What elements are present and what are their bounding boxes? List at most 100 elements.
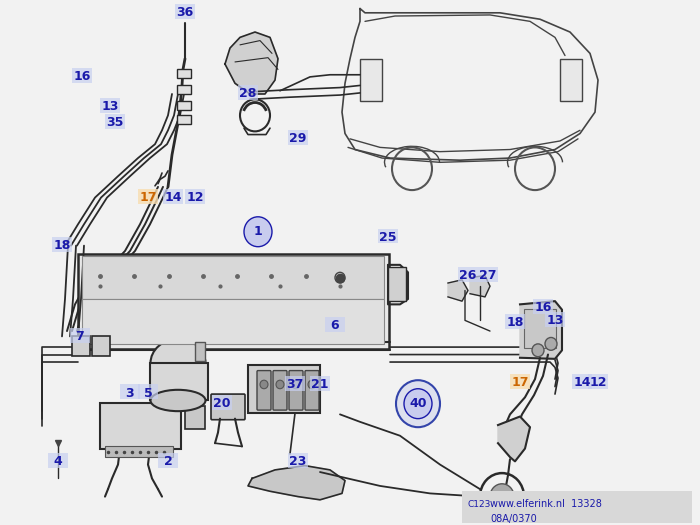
Text: 5: 5	[144, 386, 153, 400]
Circle shape	[292, 380, 300, 388]
FancyBboxPatch shape	[175, 4, 195, 19]
FancyBboxPatch shape	[185, 406, 205, 429]
Text: 29: 29	[289, 132, 307, 145]
Ellipse shape	[150, 390, 206, 411]
Text: 14: 14	[164, 191, 182, 204]
FancyBboxPatch shape	[510, 374, 530, 388]
FancyBboxPatch shape	[92, 337, 110, 355]
FancyBboxPatch shape	[82, 256, 384, 299]
FancyBboxPatch shape	[288, 453, 308, 468]
Text: 14: 14	[573, 376, 591, 389]
FancyBboxPatch shape	[310, 376, 330, 391]
FancyBboxPatch shape	[288, 130, 308, 145]
FancyBboxPatch shape	[360, 59, 382, 101]
Text: 25: 25	[379, 230, 397, 244]
Circle shape	[396, 380, 440, 427]
Text: www.elferink.nl  13328: www.elferink.nl 13328	[490, 499, 602, 509]
Text: 13: 13	[102, 100, 119, 113]
Text: 20: 20	[214, 397, 231, 410]
FancyBboxPatch shape	[138, 384, 158, 400]
Text: C123: C123	[468, 500, 491, 509]
FancyBboxPatch shape	[572, 374, 592, 388]
FancyBboxPatch shape	[325, 317, 345, 332]
Circle shape	[244, 217, 272, 247]
Polygon shape	[225, 32, 278, 94]
FancyBboxPatch shape	[105, 114, 125, 129]
Circle shape	[490, 484, 514, 509]
Circle shape	[404, 388, 432, 418]
FancyBboxPatch shape	[150, 363, 208, 401]
Text: 21: 21	[312, 378, 329, 391]
FancyBboxPatch shape	[72, 337, 90, 355]
FancyBboxPatch shape	[120, 384, 140, 400]
Circle shape	[532, 344, 544, 356]
Text: 7: 7	[76, 330, 85, 343]
Text: 23: 23	[289, 455, 307, 468]
FancyBboxPatch shape	[158, 453, 178, 468]
FancyBboxPatch shape	[478, 267, 498, 282]
Text: 16: 16	[74, 70, 91, 83]
Polygon shape	[498, 416, 530, 461]
Text: 18: 18	[53, 239, 71, 252]
FancyBboxPatch shape	[138, 189, 158, 204]
Text: 17: 17	[511, 376, 528, 389]
FancyBboxPatch shape	[505, 314, 525, 329]
FancyBboxPatch shape	[195, 342, 205, 361]
FancyBboxPatch shape	[588, 374, 608, 388]
FancyBboxPatch shape	[458, 267, 478, 282]
Text: 26: 26	[459, 269, 477, 282]
FancyBboxPatch shape	[545, 312, 565, 327]
FancyBboxPatch shape	[388, 267, 406, 301]
FancyBboxPatch shape	[99, 403, 181, 449]
FancyBboxPatch shape	[82, 299, 384, 344]
FancyBboxPatch shape	[52, 237, 72, 252]
Circle shape	[308, 380, 316, 388]
FancyBboxPatch shape	[533, 299, 553, 314]
FancyBboxPatch shape	[378, 228, 398, 244]
Text: 3: 3	[126, 386, 134, 400]
FancyBboxPatch shape	[289, 371, 303, 410]
Polygon shape	[248, 466, 345, 500]
FancyBboxPatch shape	[177, 116, 191, 124]
Text: 6: 6	[330, 319, 340, 332]
Circle shape	[276, 380, 284, 388]
Text: 35: 35	[106, 117, 124, 129]
Circle shape	[545, 338, 557, 350]
Text: 37: 37	[286, 378, 304, 391]
Text: 2: 2	[164, 455, 172, 468]
Text: 28: 28	[239, 88, 257, 100]
Text: 12: 12	[186, 191, 204, 204]
Text: 40: 40	[410, 397, 427, 410]
Text: 1: 1	[253, 225, 262, 238]
FancyBboxPatch shape	[177, 101, 191, 110]
Polygon shape	[448, 280, 468, 301]
FancyBboxPatch shape	[78, 254, 389, 349]
Text: 4: 4	[54, 455, 62, 468]
Text: 12: 12	[589, 376, 607, 389]
Text: 27: 27	[480, 269, 497, 282]
FancyBboxPatch shape	[305, 371, 319, 410]
FancyBboxPatch shape	[285, 376, 305, 391]
FancyBboxPatch shape	[105, 446, 173, 457]
FancyBboxPatch shape	[257, 371, 271, 410]
FancyBboxPatch shape	[100, 98, 120, 113]
Text: 40: 40	[410, 397, 427, 410]
FancyBboxPatch shape	[238, 86, 258, 100]
Polygon shape	[520, 301, 562, 359]
FancyBboxPatch shape	[163, 189, 183, 204]
FancyBboxPatch shape	[248, 365, 320, 413]
FancyBboxPatch shape	[560, 59, 582, 101]
FancyBboxPatch shape	[211, 394, 245, 419]
FancyBboxPatch shape	[524, 309, 556, 348]
Text: 16: 16	[534, 301, 552, 314]
FancyBboxPatch shape	[70, 328, 90, 343]
Text: 17: 17	[139, 191, 157, 204]
FancyBboxPatch shape	[72, 68, 92, 83]
FancyBboxPatch shape	[185, 189, 205, 204]
Circle shape	[260, 380, 268, 388]
FancyBboxPatch shape	[462, 491, 692, 525]
FancyBboxPatch shape	[212, 395, 232, 410]
FancyBboxPatch shape	[177, 86, 191, 94]
Text: 36: 36	[176, 6, 194, 19]
Text: 13: 13	[546, 314, 564, 327]
